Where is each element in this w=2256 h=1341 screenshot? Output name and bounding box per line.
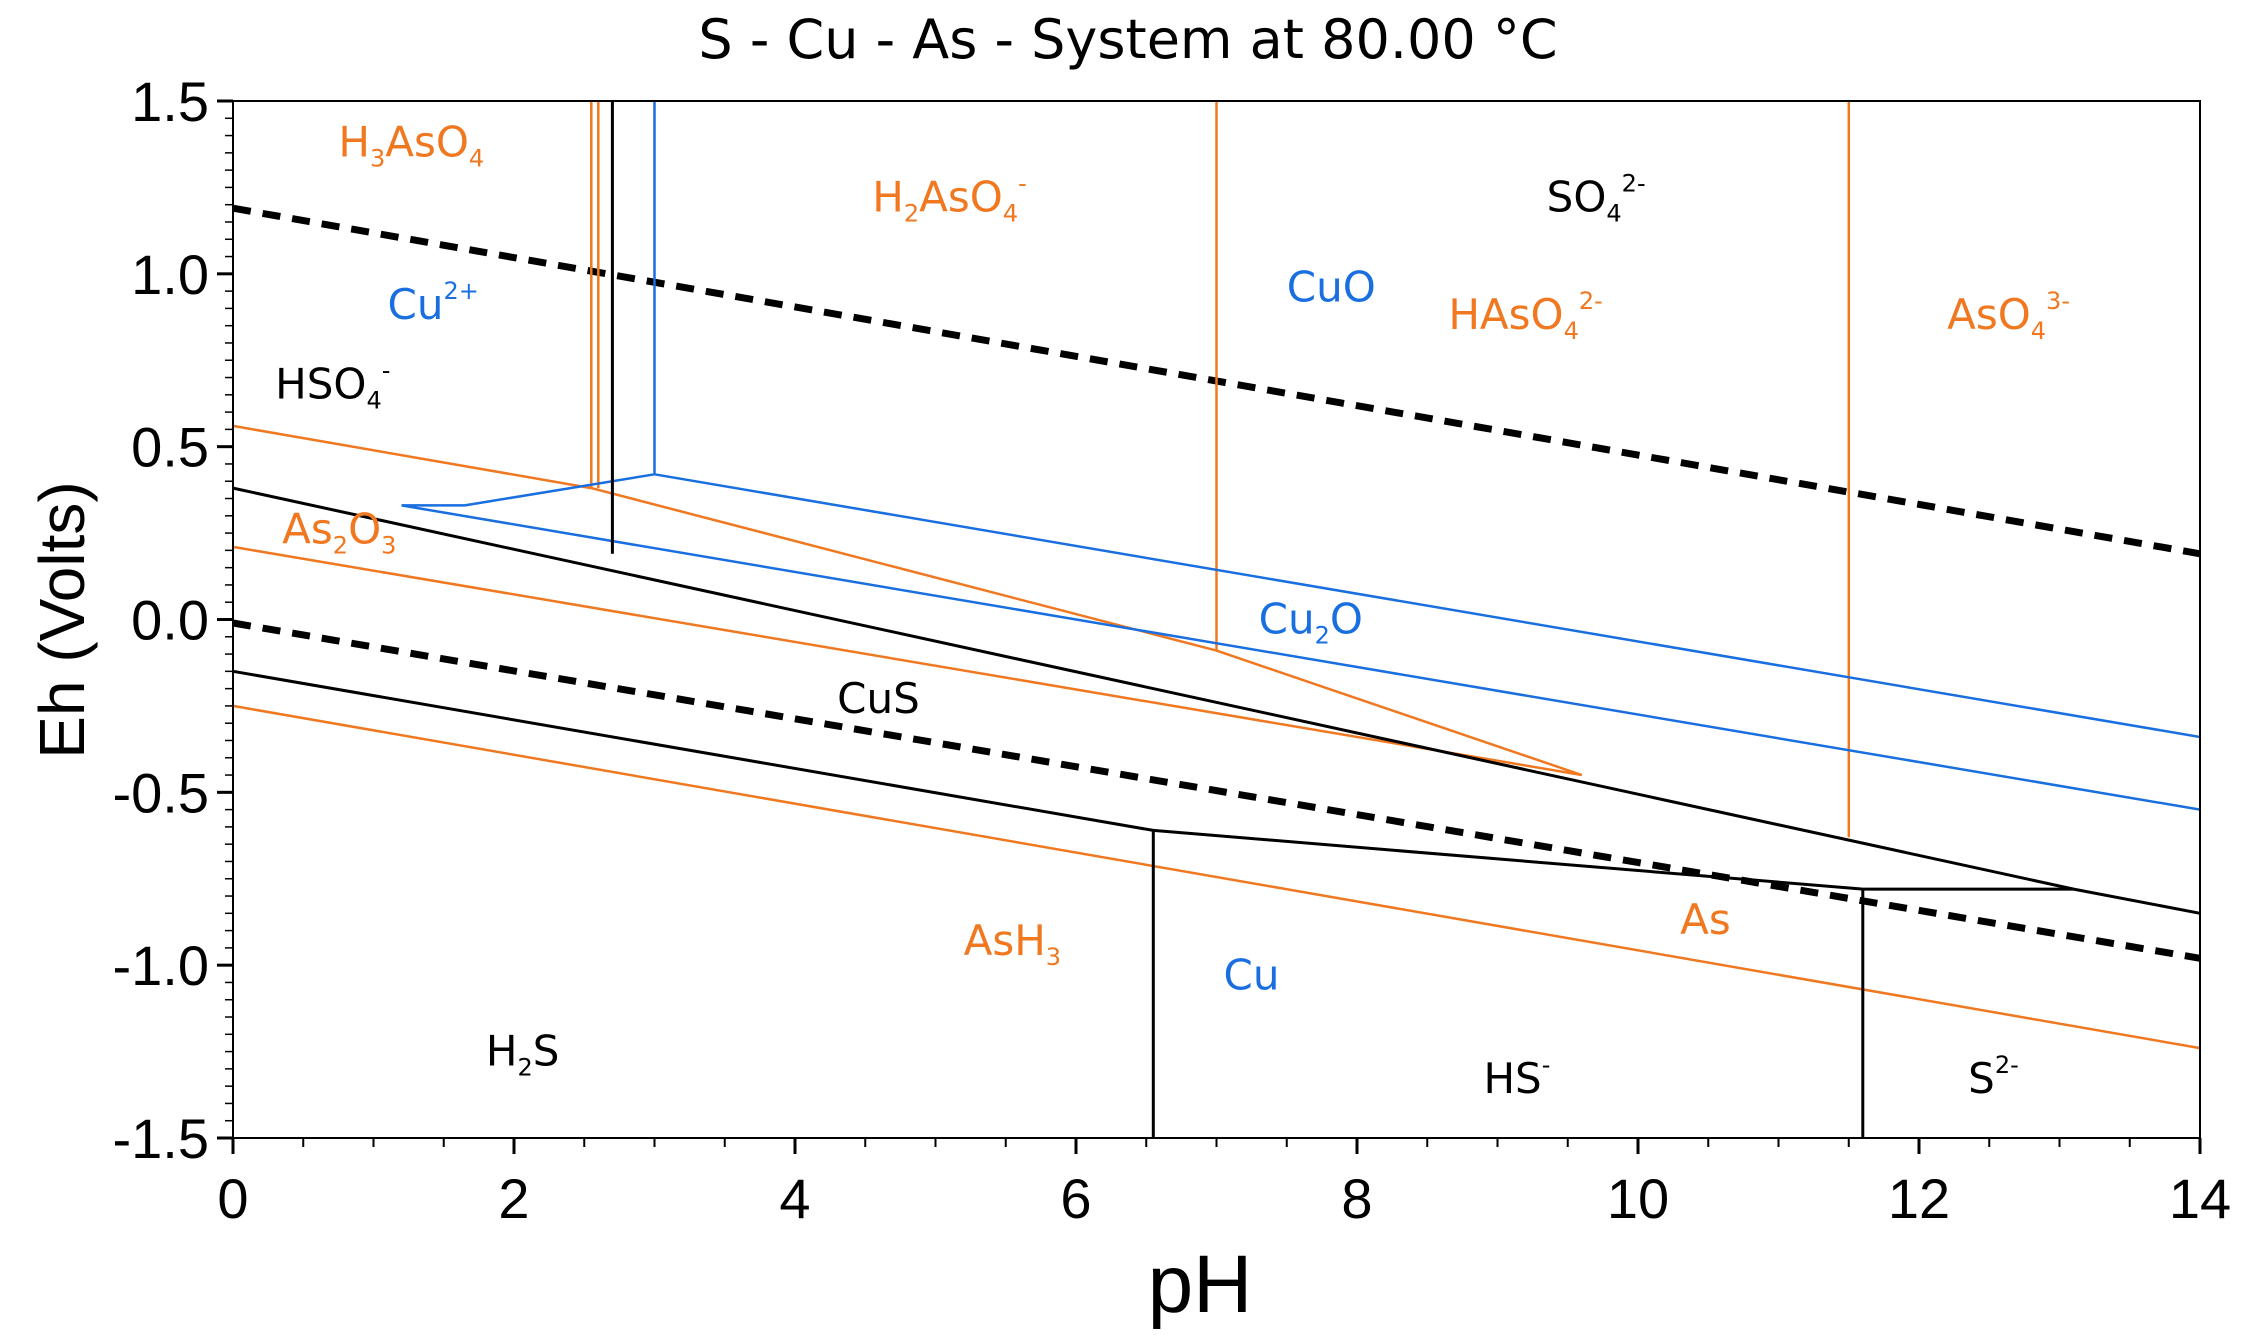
series-line-as-as5-as2o3	[232, 424, 1583, 777]
series-line-water-lower	[232, 619, 2201, 962]
region-label-cu2o: Cu2O	[1259, 594, 1363, 649]
region-label-cu: Cu	[1224, 950, 1280, 999]
axes: 0 2 4 6 8 10 12 14 -1.5 -1.0 -0.5 0.0 0.5 1.0 1.5	[113, 70, 2232, 1230]
y-axis-label: Eh (Volts)	[26, 481, 98, 758]
y-tick-label: -1.5	[113, 1107, 210, 1170]
y-tick-label: 0.5	[131, 416, 209, 479]
x-tick-label: 2	[498, 1167, 529, 1230]
x-tick-label: 6	[1060, 1167, 1091, 1230]
region-label-haso42: HAsO42-	[1448, 287, 1602, 345]
plot-lines	[232, 101, 2201, 1138]
x-tick-label: 14	[2169, 1167, 2231, 1230]
region-label-so42: SO42-	[1547, 170, 1646, 228]
region-label-h2aso4: H2AsO4-	[872, 170, 1027, 228]
series-line-cu-cuo-cu2o	[654, 473, 2201, 739]
y-tick-label: 1.0	[131, 243, 209, 306]
series-line-cu-cu2-lower	[401, 473, 655, 507]
region-label-hs: HS-	[1483, 1051, 1550, 1103]
series-line-as-as2o3-as	[232, 545, 1583, 777]
region-label-cuo: CuO	[1287, 262, 1376, 311]
y-tick-label: 1.5	[131, 70, 209, 133]
y-tick-label: 0.0	[131, 589, 209, 652]
x-axis-label: pH	[1148, 1239, 1253, 1330]
region-label-cu2: Cu2+	[388, 277, 479, 329]
region-label-h2s: H2S	[486, 1026, 560, 1081]
region-label-as: As	[1680, 895, 1731, 944]
region-label-aso43: AsO43-	[1947, 287, 2070, 345]
x-tick-label: 10	[1607, 1167, 1669, 1230]
region-labels: H3AsO4 H2AsO4- SO42- Cu2+ CuO HAsO42- AsO43- HS…	[275, 117, 2070, 1103]
y-tick-label: -1.0	[113, 934, 210, 997]
region-label-hso4: HSO4-	[275, 356, 390, 414]
series-line-s-cus-cu	[232, 669, 2074, 891]
series-line-as-as-ash3	[232, 704, 2201, 1050]
x-tick-label: 12	[1888, 1167, 1950, 1230]
region-label-cus: CuS	[837, 674, 920, 723]
x-tick-label: 8	[1341, 1167, 1372, 1230]
chart-title: S - Cu - As - System at 80.00 °C	[698, 8, 1557, 71]
series-line-cu-cu2o-lower	[401, 504, 2201, 811]
region-label-h3aso4: H3AsO4	[338, 117, 484, 172]
x-tick-label: 4	[779, 1167, 810, 1230]
y-tick-label: -0.5	[113, 761, 210, 824]
region-label-s2: S2-	[1968, 1051, 2019, 1103]
region-label-ash3: AsH3	[964, 916, 1061, 971]
region-label-as2o3: As2O3	[282, 504, 396, 559]
x-tick-label: 0	[217, 1167, 248, 1230]
